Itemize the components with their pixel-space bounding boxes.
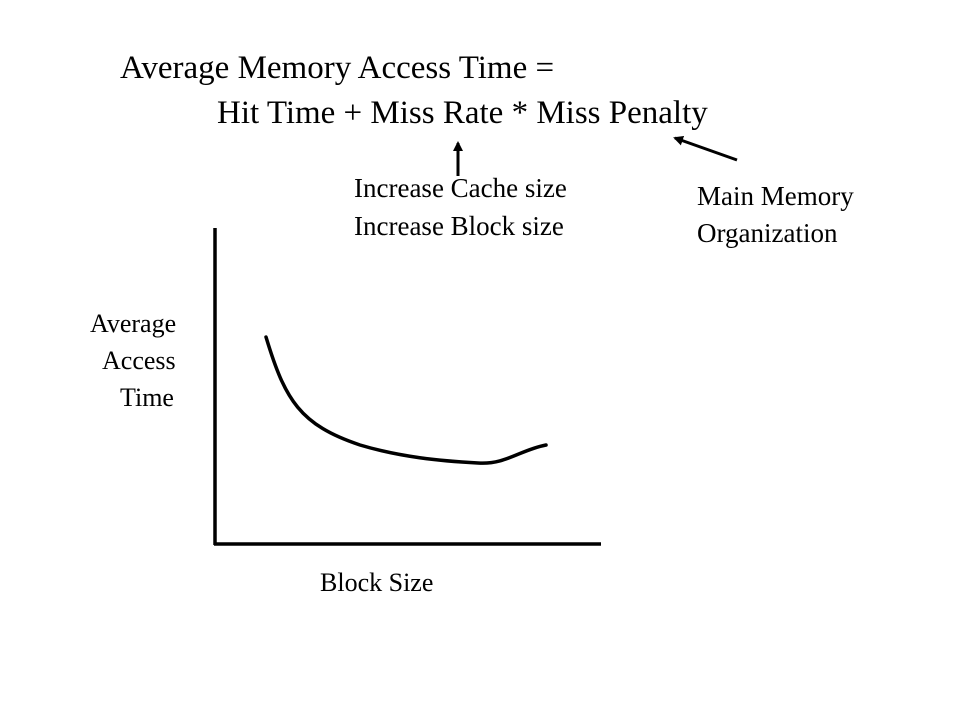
miss-rate-note-line-2: Increase Block size [354, 211, 564, 241]
miss-penalty-note-line-1: Main Memory [697, 181, 854, 211]
x-axis-label: Block Size [320, 568, 434, 597]
y-axis-label-line-1: Average [90, 309, 177, 338]
y-axis-label: Average Access Time [70, 305, 210, 416]
formula-line-1: Average Memory Access Time = [120, 50, 555, 86]
miss-penalty-note-line-2: Organization [697, 218, 838, 248]
miss-penalty-arrow [673, 135, 738, 162]
y-axis-label-line-2: Access [102, 346, 176, 375]
access-time-curve [264, 335, 548, 465]
y-axis-label-line-3: Time [120, 383, 174, 412]
formula-line-2: Hit Time + Miss Rate * Miss Penalty [217, 95, 708, 131]
miss-rate-note-line-1: Increase Cache size [354, 173, 567, 203]
